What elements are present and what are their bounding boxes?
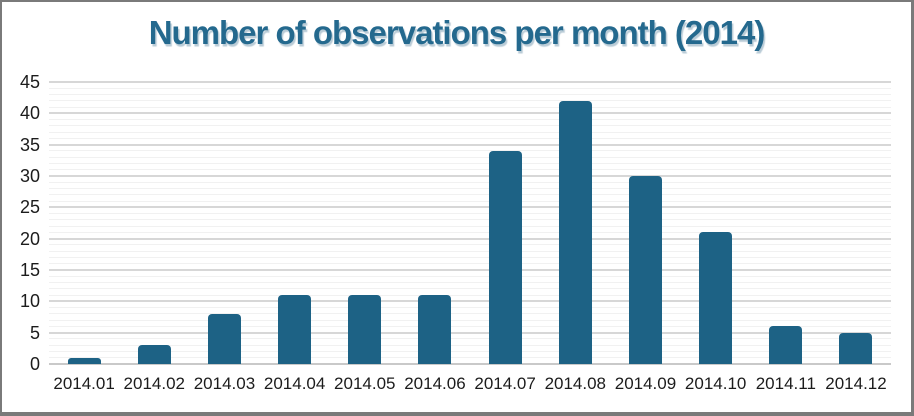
gridline-minor bbox=[49, 319, 891, 321]
bar-2014.11 bbox=[769, 326, 803, 364]
chart-title: Number of observations per month (2014) bbox=[148, 14, 766, 51]
bar-2014.08 bbox=[558, 100, 592, 364]
x-tick-label: 2014.03 bbox=[193, 374, 256, 393]
y-tick-label: 10 bbox=[19, 291, 40, 312]
gridline-minor bbox=[49, 263, 891, 265]
gridline-minor bbox=[49, 344, 891, 346]
bar-2014.04 bbox=[278, 295, 312, 364]
gridline-minor bbox=[49, 313, 891, 315]
gridline-major bbox=[49, 112, 891, 115]
y-tick-label: 15 bbox=[19, 260, 40, 280]
x-axis-baseline bbox=[49, 363, 891, 365]
gridline-minor bbox=[49, 225, 891, 227]
gridline-minor bbox=[49, 87, 891, 89]
gridline-minor bbox=[49, 213, 891, 215]
bar-2014.10 bbox=[699, 232, 733, 364]
gridline-minor bbox=[49, 162, 891, 164]
gridline-minor bbox=[49, 256, 891, 258]
x-tick-label: 2014.12 bbox=[825, 374, 887, 393]
plot-area bbox=[49, 81, 891, 365]
gridline-minor bbox=[49, 150, 891, 152]
y-axis-labels: 0 5 10 15 20 25 30 35 40 45 bbox=[2, 72, 40, 374]
gridline-major bbox=[49, 206, 891, 209]
gridline-minor bbox=[49, 307, 891, 309]
gridline-minor bbox=[49, 231, 891, 233]
bar-2014.05 bbox=[348, 295, 382, 364]
gridline-minor bbox=[49, 188, 891, 190]
bar-2014.07 bbox=[488, 150, 522, 364]
gridline-minor bbox=[49, 194, 891, 196]
gridline-minor bbox=[49, 244, 891, 246]
gridline-minor bbox=[49, 131, 891, 133]
y-tick-label: 0 bbox=[29, 354, 40, 374]
gridline-minor bbox=[49, 94, 891, 96]
y-tick-label: 30 bbox=[19, 166, 40, 186]
x-tick-label: 2014.11 bbox=[755, 374, 816, 393]
gridline-minor bbox=[49, 350, 891, 352]
x-tick-label: 2014.07 bbox=[474, 374, 536, 393]
gridline-minor bbox=[49, 325, 891, 327]
gridline-major bbox=[49, 269, 891, 271]
bar-2014.02 bbox=[137, 345, 171, 364]
gridline-major bbox=[49, 143, 891, 146]
gridline-minor bbox=[49, 169, 891, 171]
gridline-major bbox=[49, 175, 891, 177]
gridline-minor bbox=[49, 181, 891, 183]
x-tick-label: 2014.04 bbox=[263, 374, 326, 393]
gridline-minor bbox=[49, 106, 891, 108]
y-tick-label: 40 bbox=[19, 103, 40, 124]
y-tick-label: 5 bbox=[29, 322, 40, 343]
gridline-minor bbox=[49, 275, 891, 277]
gridline-major bbox=[49, 237, 891, 240]
y-tick-label: 20 bbox=[19, 228, 40, 249]
x-tick-label: 2014.05 bbox=[334, 374, 396, 393]
x-tick-label: 2014.06 bbox=[404, 374, 466, 393]
gridline-minor bbox=[49, 282, 891, 284]
bar-2014.06 bbox=[418, 295, 452, 364]
y-tick-label: 45 bbox=[19, 72, 40, 92]
x-tick-label: 2014.08 bbox=[544, 374, 607, 393]
x-tick-label: 2014.10 bbox=[684, 374, 747, 393]
gridline-minor bbox=[49, 119, 891, 121]
x-tick-label: 2014.02 bbox=[123, 374, 185, 393]
gridline-major bbox=[49, 331, 891, 334]
gridline-major bbox=[49, 81, 891, 83]
gridline-minor bbox=[49, 288, 891, 290]
gridline-minor bbox=[49, 125, 891, 127]
y-tick-label: 25 bbox=[19, 197, 40, 218]
gridline-minor bbox=[49, 200, 891, 202]
bar-2014.09 bbox=[628, 176, 662, 364]
gridline-minor bbox=[49, 100, 891, 102]
bar-2014.12 bbox=[839, 332, 873, 364]
gridline-major bbox=[49, 300, 891, 303]
gridline-minor bbox=[49, 156, 891, 158]
bar-2014.01 bbox=[67, 357, 101, 364]
y-tick-label: 35 bbox=[19, 134, 40, 155]
bar-2014.03 bbox=[207, 313, 241, 364]
x-axis-labels: 2014.01 2014.02 2014.03 2014.04 2014.05 2014.… bbox=[49, 373, 891, 397]
gridline-minor bbox=[49, 357, 891, 359]
gridline-minor bbox=[49, 338, 891, 340]
gridline-minor bbox=[49, 294, 891, 296]
gridline-minor bbox=[49, 219, 891, 221]
gridline-minor bbox=[49, 137, 891, 139]
gridline-minor bbox=[49, 250, 891, 252]
x-tick-label: 2014.09 bbox=[614, 374, 677, 393]
x-tick-label: 2014.01 bbox=[53, 374, 115, 393]
